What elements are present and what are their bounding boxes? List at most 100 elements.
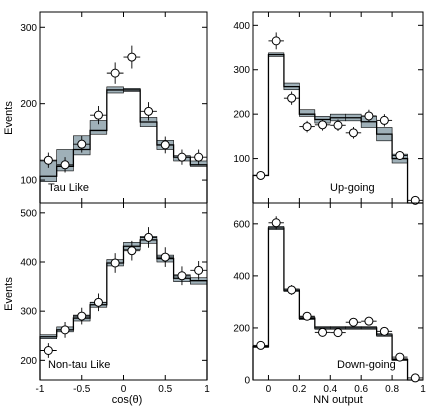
- data-point: [123, 240, 141, 261]
- y-tick-label: 500: [20, 208, 37, 219]
- data-marker: [77, 139, 87, 149]
- data-point: [314, 327, 331, 337]
- panel-label: Tau Like: [48, 182, 89, 194]
- data-point: [330, 119, 346, 132]
- uncertainty-band: [299, 109, 316, 117]
- data-point: [73, 135, 91, 153]
- data-point: [253, 340, 269, 350]
- x-tick-label: -0.5: [73, 384, 91, 395]
- panel-frame: [39, 202, 208, 381]
- y-tick-label: 300: [20, 23, 37, 34]
- panel-down-going: 0 200 400 600 0 0.2 0.4 0.6 0.8 1 Down-going NN o…: [233, 202, 426, 406]
- data-point: [173, 266, 191, 286]
- data-point: [106, 253, 124, 273]
- panel-up-going: 100 200 300 400 Up-going: [233, 11, 424, 205]
- y-tick-label: 100: [233, 154, 250, 165]
- data-marker: [333, 328, 343, 338]
- data-point: [156, 136, 174, 154]
- data-marker: [160, 140, 170, 150]
- data-marker: [287, 285, 297, 295]
- data-marker: [379, 115, 389, 125]
- x-tick-label: 0.8: [385, 384, 399, 395]
- data-point: [345, 317, 362, 327]
- data-point: [283, 91, 300, 105]
- x-tick-label: 0.5: [158, 384, 172, 395]
- data-point: [56, 321, 74, 338]
- data-marker: [127, 246, 137, 256]
- x-tick-label: -1: [36, 384, 45, 395]
- data-marker: [144, 232, 154, 242]
- y-tick-label: 100: [20, 176, 37, 187]
- data-marker: [194, 152, 204, 162]
- panel-frame: [252, 202, 424, 381]
- x-axis-label: cos(θ): [112, 394, 143, 406]
- data-point: [140, 102, 157, 121]
- data-marker: [348, 128, 358, 138]
- data-point: [361, 109, 377, 123]
- panel-frame: [39, 11, 208, 204]
- data-point: [140, 227, 157, 248]
- data-marker: [410, 195, 420, 205]
- data-marker: [318, 120, 328, 130]
- data-marker: [379, 326, 389, 336]
- data-marker: [395, 352, 405, 362]
- data-point: [40, 152, 57, 168]
- data-marker: [364, 111, 374, 121]
- data-point: [407, 373, 423, 383]
- panel-plot-area: 100 200 300: [20, 12, 208, 203]
- y-tick-label: 300: [233, 65, 250, 76]
- data-point: [90, 293, 107, 312]
- data-marker: [256, 170, 266, 180]
- data-marker: [60, 160, 70, 170]
- data-marker: [127, 52, 137, 62]
- panel-tau-like: 100 200 300 Tau Like Events: [3, 11, 208, 204]
- y-tick-label: 0: [244, 376, 250, 387]
- data-marker: [364, 316, 374, 326]
- x-tick-label: 0: [121, 384, 127, 395]
- data-marker: [43, 346, 53, 355]
- x-axis-label: NN output: [313, 394, 363, 406]
- x-tick-label: 0.4: [323, 384, 337, 395]
- data-marker: [287, 93, 297, 103]
- y-tick-label: 300: [20, 307, 37, 318]
- y-tick-label: 200: [20, 356, 37, 367]
- data-marker: [194, 265, 204, 275]
- data-point: [361, 316, 377, 326]
- data-marker: [271, 218, 281, 228]
- y-axis-label: Events: [3, 277, 15, 311]
- data-marker: [302, 311, 312, 321]
- y-tick-label: 400: [233, 271, 250, 282]
- panel-label: Non-tau Like: [48, 359, 110, 371]
- data-point: [123, 45, 141, 69]
- x-tick-label: 0.6: [354, 384, 368, 395]
- data-point: [190, 261, 207, 280]
- data-point: [299, 311, 315, 321]
- panel-non-tau-like: 200 300 400 500 -1 -0.5 0 0.5 1 Non-tau Like Eve…: [3, 202, 210, 406]
- histogram-line: [252, 53, 423, 204]
- y-axis-label: Events: [3, 101, 15, 135]
- data-point: [345, 127, 362, 139]
- data-point: [40, 343, 57, 358]
- data-marker: [93, 297, 103, 307]
- data-marker: [302, 122, 312, 132]
- data-point: [283, 284, 300, 295]
- data-marker: [318, 327, 328, 337]
- data-marker: [93, 110, 103, 120]
- data-point: [376, 326, 393, 336]
- data-marker: [77, 311, 87, 321]
- panel-plot-area: 200 300 400 500 -1 -0.5 0 0.5 1: [20, 203, 210, 395]
- y-tick-label: 200: [233, 110, 250, 121]
- data-marker: [348, 317, 358, 327]
- data-point: [253, 170, 269, 180]
- data-marker: [110, 68, 120, 78]
- y-tick-label: 200: [20, 99, 37, 110]
- data-marker: [110, 258, 120, 268]
- y-tick-label: 600: [233, 219, 250, 230]
- data-point: [376, 114, 393, 127]
- x-tick-label: 1: [420, 384, 426, 395]
- data-marker: [144, 106, 154, 116]
- data-point: [299, 120, 315, 133]
- data-marker: [160, 252, 170, 262]
- data-point: [330, 328, 346, 338]
